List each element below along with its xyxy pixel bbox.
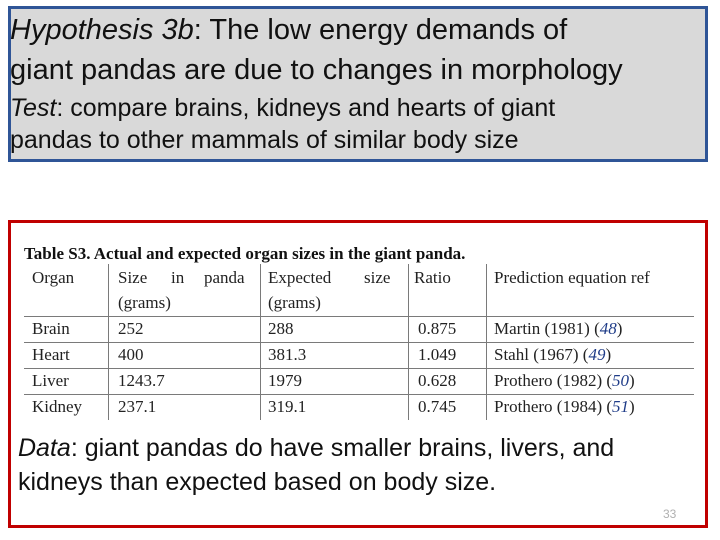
cell-ratio: 0.745 [418, 397, 457, 416]
test-label: Test [10, 94, 57, 122]
ref-number: 51 [612, 397, 630, 416]
cell-size: 1243.7 [118, 371, 165, 390]
table-divider [24, 394, 694, 395]
organ-size-table: Organ Size in panda (grams) Expected siz… [24, 264, 694, 420]
data-line-2: kidneys than expected based on body size… [18, 468, 497, 496]
ref-close: ) [629, 397, 635, 416]
header-size-panda: panda [204, 268, 245, 287]
cell-size: 252 [118, 319, 144, 338]
hypothesis-line-2: giant pandas are due to changes in morph… [10, 54, 623, 86]
cell-organ: Brain [32, 319, 70, 338]
table-divider [24, 368, 694, 369]
header-ratio: Ratio [414, 268, 451, 287]
hypothesis-label: Hypothesis 3b [10, 14, 194, 46]
test-text-1: : compare brains, kidneys and hearts of … [56, 94, 556, 122]
ref-text: Stahl (1967) ( [494, 345, 589, 364]
header-expected-size: size [364, 268, 391, 287]
test-line-2: pandas to other mammals of similar body … [10, 126, 519, 154]
header-size-unit: (grams) [118, 293, 171, 312]
ref-text: Prothero (1982) ( [494, 371, 613, 390]
cell-ref: Prothero (1984) (51) [494, 397, 635, 417]
data-box [8, 220, 708, 528]
test-line-1: Test: compare brains, kidneys and hearts… [10, 94, 555, 123]
ref-number: 50 [612, 371, 630, 390]
cell-expected: 381.3 [268, 345, 307, 364]
cell-size: 400 [118, 345, 144, 364]
cell-organ: Kidney [32, 397, 83, 416]
ref-number: 48 [599, 319, 617, 338]
hypothesis-text-1: : The low energy demands of [193, 14, 568, 46]
cell-expected: 319.1 [268, 397, 307, 416]
table-divider [24, 316, 694, 317]
cell-organ: Heart [32, 345, 70, 364]
cell-organ: Liver [32, 371, 69, 390]
hypothesis-line-1: Hypothesis 3b: The low energy demands of [10, 14, 567, 47]
header-size: Size [118, 268, 148, 287]
data-label: Data [18, 434, 71, 462]
hypothesis-box [8, 6, 708, 162]
slide-number: 33 [663, 507, 677, 521]
data-text-1: : giant pandas do have smaller brains, l… [70, 434, 615, 462]
ref-text: Martin (1981) ( [494, 319, 600, 338]
ref-close: ) [605, 345, 612, 364]
header-expected-unit: (grams) [268, 293, 321, 312]
cell-ratio: 0.875 [418, 319, 457, 338]
cell-expected: 1979 [268, 371, 302, 390]
ref-close: ) [629, 371, 635, 390]
table-title: Table S3. Actual and expected organ size… [24, 244, 466, 263]
ref-number: 49 [588, 345, 606, 364]
data-line-1: Data: giant pandas do have smaller brain… [18, 434, 614, 463]
ref-text: Prothero (1984) ( [494, 397, 613, 416]
ref-close: ) [616, 319, 623, 338]
header-organ: Organ [32, 268, 75, 287]
cell-ref: Martin (1981) (48) [494, 319, 622, 339]
cell-ref: Stahl (1967) (49) [494, 345, 611, 365]
cell-size: 237.1 [118, 397, 157, 416]
header-ref: Prediction equation ref [494, 268, 650, 287]
header-size-in: in [171, 268, 185, 287]
cell-ratio: 0.628 [418, 371, 457, 390]
header-expected: Expected [268, 268, 332, 287]
cell-expected: 288 [268, 319, 294, 338]
cell-ref: Prothero (1982) (50) [494, 371, 635, 391]
table-divider [24, 342, 694, 343]
cell-ratio: 1.049 [418, 345, 457, 364]
